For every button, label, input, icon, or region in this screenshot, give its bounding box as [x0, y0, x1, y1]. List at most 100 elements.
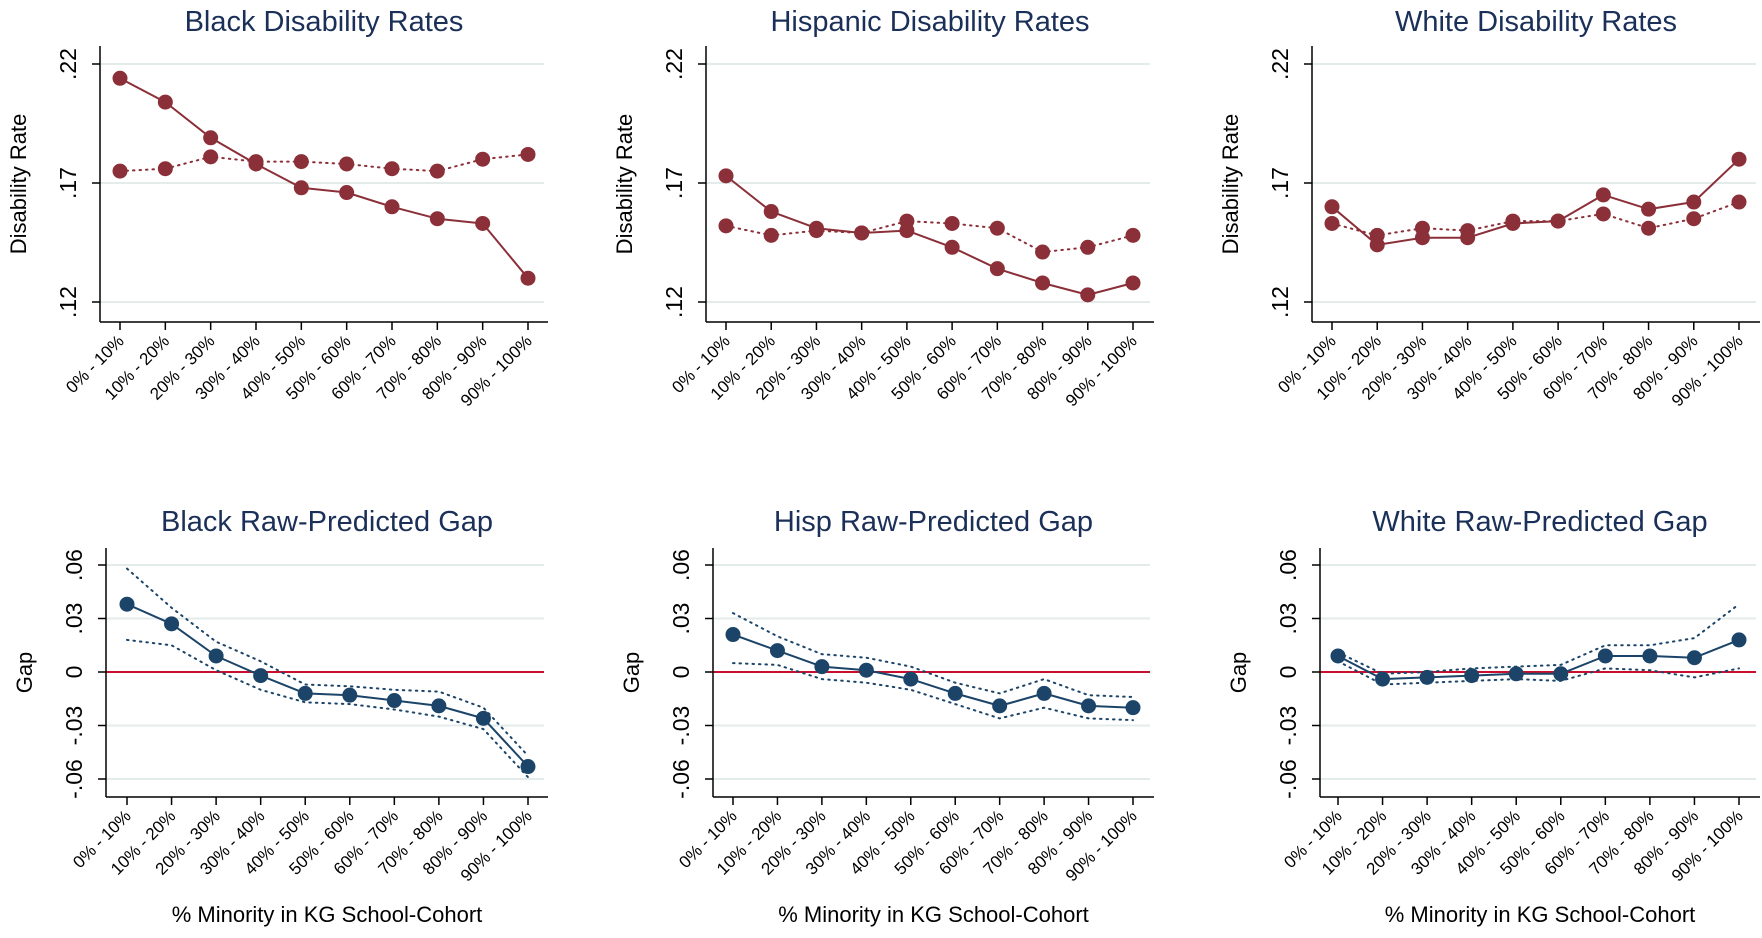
panel-title: Black Raw-Predicted Gap: [161, 506, 493, 538]
data-point: [1369, 227, 1385, 243]
data-point: [854, 225, 870, 241]
data-point: [1464, 668, 1480, 684]
data-point: [112, 70, 128, 86]
y-tick-label: .12: [1267, 286, 1293, 318]
series-line-solid: [1337, 638, 1740, 681]
data-point: [112, 163, 128, 179]
data-point: [339, 185, 355, 201]
y-tick-label: .03: [668, 603, 694, 635]
data-point: [384, 199, 400, 215]
data-point: [119, 596, 135, 612]
data-point: [763, 204, 779, 220]
y-axis-label: Gap: [619, 652, 644, 694]
data-point: [808, 223, 824, 239]
y-tick-label: .22: [661, 48, 687, 80]
data-point: [1595, 187, 1611, 203]
y-axis-label: Gap: [1226, 652, 1251, 694]
data-point: [297, 685, 313, 701]
x-axis-label: % Minority in KG School-Cohort: [778, 902, 1089, 927]
chart-panel-3: White Disability Rates .12 .17 .22 Disabilit…: [1218, 6, 1760, 410]
data-point: [520, 759, 536, 775]
data-point: [1686, 650, 1702, 666]
data-point: [253, 668, 269, 684]
data-point: [475, 151, 491, 167]
y-axis-label: Disability Rate: [6, 114, 31, 255]
panel-title: White Disability Rates: [1395, 6, 1677, 38]
data-point: [1330, 648, 1346, 664]
data-point: [718, 168, 734, 184]
data-point: [992, 698, 1008, 714]
data-point: [1080, 287, 1096, 303]
data-point: [1597, 648, 1613, 664]
data-point: [520, 270, 536, 286]
data-point: [989, 220, 1005, 236]
data-point: [944, 215, 960, 231]
y-tick-label: .17: [55, 167, 81, 199]
data-point: [1080, 239, 1096, 255]
x-axis-label: % Minority in KG School-Cohort: [172, 902, 483, 927]
chart-panel-6: White Raw-Predicted Gap -.06 -.03 0 .03 .06 Ga…: [1226, 506, 1760, 927]
y-tick-label: 0: [1275, 666, 1301, 679]
data-point: [203, 130, 219, 146]
y-tick-label: .06: [61, 549, 87, 581]
y-tick-label: -.03: [1275, 706, 1301, 746]
data-point: [1460, 223, 1476, 239]
data-point: [293, 154, 309, 170]
y-tick-label: -.03: [668, 706, 694, 746]
series-line-solid: [732, 633, 1134, 709]
data-point: [1125, 227, 1141, 243]
data-point: [1595, 206, 1611, 222]
panel-title: Hispanic Disability Rates: [770, 6, 1089, 38]
series-line-solid: [119, 77, 529, 280]
data-point: [203, 149, 219, 165]
series-line-dotted: [119, 153, 529, 173]
y-tick-label: .22: [1267, 48, 1293, 80]
series-line-dotted: [126, 567, 529, 757]
y-tick-label: .12: [661, 286, 687, 318]
data-point: [1731, 632, 1747, 648]
panel-title: Black Disability Rates: [185, 6, 464, 38]
x-axis-label: % Minority in KG School-Cohort: [1385, 902, 1696, 927]
data-point: [1505, 213, 1521, 229]
y-tick-label: .12: [55, 286, 81, 318]
data-point: [899, 213, 915, 229]
data-point: [475, 215, 491, 231]
data-point: [1035, 275, 1051, 291]
chart-panel-5: Hisp Raw-Predicted Gap -.06 -.03 0 .03 .06 Gap…: [619, 506, 1154, 927]
data-point: [989, 261, 1005, 277]
data-point: [947, 685, 963, 701]
data-point: [1641, 220, 1657, 236]
data-point: [725, 627, 741, 643]
data-point: [157, 94, 173, 110]
data-point: [475, 710, 491, 726]
y-tick-label: -.06: [668, 759, 694, 799]
data-point: [520, 146, 536, 162]
data-point: [208, 648, 224, 664]
data-point: [1036, 685, 1052, 701]
data-point: [164, 616, 180, 632]
y-tick-label: .22: [55, 48, 81, 80]
data-point: [293, 180, 309, 196]
y-axis-label: Gap: [12, 652, 37, 694]
data-point: [1035, 244, 1051, 260]
data-point: [1414, 220, 1430, 236]
y-tick-label: .17: [661, 167, 687, 199]
data-point: [1125, 700, 1141, 716]
y-tick-label: .03: [1275, 603, 1301, 635]
data-point: [903, 671, 919, 687]
series-line-dotted: [1337, 660, 1740, 686]
y-axis-label: Disability Rate: [1218, 114, 1243, 255]
data-point: [769, 643, 785, 659]
panel-title: Hisp Raw-Predicted Gap: [774, 506, 1093, 538]
data-point: [1686, 194, 1702, 210]
data-point: [1686, 211, 1702, 227]
data-point: [1731, 151, 1747, 167]
series-line-dotted: [725, 220, 1134, 253]
y-tick-label: -.03: [61, 706, 87, 746]
data-point: [384, 161, 400, 177]
data-point: [814, 659, 830, 675]
data-point: [429, 211, 445, 227]
y-tick-label: .17: [1267, 167, 1293, 199]
